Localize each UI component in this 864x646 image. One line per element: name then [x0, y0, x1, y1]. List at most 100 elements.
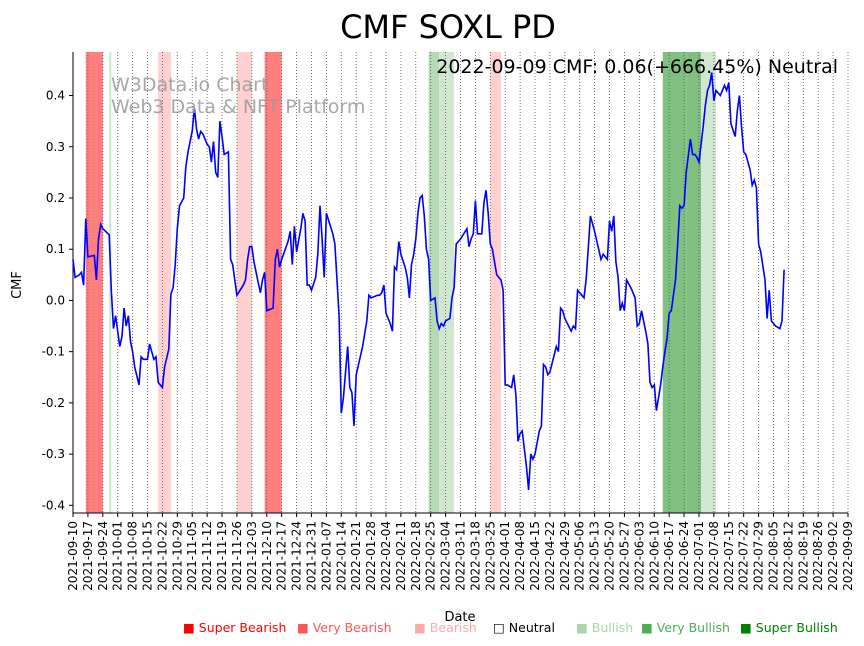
y-ticks: -0.4 -0.3 -0.2 -0.1 0.0 0.1 0.2 0.3 0.4	[42, 89, 73, 512]
y-tick-label-5: 0.1	[46, 242, 65, 256]
legend-item-very-bearish: ■ Very Bearish	[297, 620, 392, 635]
cmf-series-line	[72, 72, 785, 490]
legend-label: Very Bearish	[312, 620, 392, 635]
x-gridlines	[72, 52, 849, 513]
watermark-line-1: W3Data.io Chart	[111, 74, 268, 96]
x-tick-label-50: 2022-08-26	[811, 521, 825, 591]
x-tick-label-18: 2022-01-14	[334, 521, 348, 591]
legend-marker: ■	[414, 620, 430, 635]
x-tick-label-45: 2022-07-22	[737, 521, 751, 591]
legend-marker: ■	[297, 620, 313, 635]
legend-marker: ■	[641, 620, 657, 635]
y-tick-label-1: -0.3	[42, 447, 65, 461]
legend-item-neutral: □ Neutral	[493, 620, 555, 635]
x-tick-label-21: 2022-02-04	[379, 521, 393, 591]
x-tick-label-14: 2021-12-17	[275, 521, 289, 591]
watermark-line-2: Web3 Data & NFT Platform	[111, 96, 365, 118]
x-tick-label-34: 2022-05-06	[573, 521, 587, 591]
legend-item-super-bearish: ■ Super Bearish	[183, 620, 286, 635]
signal-bands	[85, 52, 716, 513]
x-tick-label-52: 2022-09-09	[841, 521, 855, 591]
x-tick-label-48: 2022-08-12	[781, 521, 795, 591]
x-tick-label-35: 2022-05-13	[588, 521, 602, 591]
legend-label: Neutral	[508, 620, 555, 635]
x-tick-label-46: 2022-07-29	[752, 521, 766, 591]
y-tick-label-0: -0.4	[42, 498, 65, 512]
x-tick-label-37: 2022-05-27	[617, 521, 631, 591]
x-tick-label-26: 2022-03-11	[454, 521, 468, 591]
x-ticks: 2021-09-10 2021-09-17 2021-09-24 2021-10-01…	[66, 513, 855, 591]
band-very-bullish-mid-10	[686, 52, 702, 513]
x-tick-label-11: 2021-11-26	[230, 521, 244, 591]
x-tick-label-36: 2022-05-20	[603, 521, 617, 591]
x-tick-label-27: 2022-03-18	[468, 521, 482, 591]
band-very-bearish-0	[85, 52, 103, 513]
x-tick-label-10: 2021-11-19	[215, 521, 229, 591]
legend-label: Bullish	[591, 620, 634, 635]
x-tick-label-43: 2022-07-08	[707, 521, 721, 591]
band-bullish-7	[439, 52, 455, 513]
x-tick-label-38: 2022-06-03	[632, 521, 646, 591]
legend-item-bullish: ■ Bullish	[576, 620, 633, 635]
y-tick-label-4: 0.0	[46, 293, 65, 307]
x-tick-label-28: 2022-03-25	[483, 521, 497, 591]
x-tick-label-1: 2021-09-17	[81, 521, 95, 591]
x-tick-label-49: 2022-08-19	[796, 521, 810, 591]
x-tick-label-17: 2022-01-07	[319, 521, 333, 591]
x-tick-label-3: 2021-10-01	[111, 521, 125, 591]
x-tick-label-6: 2021-10-22	[155, 521, 169, 591]
legend-label: Very Bullish	[656, 620, 730, 635]
x-tick-label-51: 2022-09-02	[826, 521, 840, 591]
legend-item-super-bullish: ■ Super Bullish	[740, 620, 838, 635]
legend-label: Bearish	[429, 620, 477, 635]
band-bearish-3	[162, 52, 171, 513]
legend-label: Super Bullish	[755, 620, 838, 635]
x-tick-label-13: 2021-12-10	[260, 521, 274, 591]
x-tick-label-23: 2022-02-18	[409, 521, 423, 591]
x-tick-label-32: 2022-04-22	[543, 521, 557, 591]
x-tick-label-20: 2022-01-28	[364, 521, 378, 591]
legend-marker: ■	[576, 620, 592, 635]
x-tick-label-9: 2021-11-12	[200, 521, 214, 591]
legend-marker: ■	[740, 620, 756, 635]
latest-value-annotation: 2022-09-09 CMF: 0.06(+666.45%) Neutral	[436, 56, 838, 78]
legend-item-very-bullish: ■ Very Bullish	[641, 620, 730, 635]
x-tick-label-16: 2021-12-31	[304, 521, 318, 591]
legend-marker: ■	[183, 620, 199, 635]
x-tick-label-42: 2022-07-01	[692, 521, 706, 591]
band-bearish-8	[490, 52, 501, 513]
x-tick-label-7: 2021-10-29	[170, 521, 184, 591]
x-tick-label-5: 2021-10-15	[141, 521, 155, 591]
legend-item-bearish: ■ Bearish	[414, 620, 477, 635]
band-very-bullish-light-6	[428, 52, 440, 513]
x-tick-label-31: 2022-04-15	[528, 521, 542, 591]
x-tick-label-40: 2022-06-17	[662, 521, 676, 591]
x-tick-label-41: 2022-06-24	[677, 521, 691, 591]
x-tick-label-30: 2022-04-08	[513, 521, 527, 591]
y-tick-label-2: -0.2	[42, 396, 65, 410]
band-very-bearish-5	[264, 52, 282, 513]
x-tick-label-33: 2022-04-29	[558, 521, 572, 591]
x-tick-label-24: 2022-02-25	[424, 521, 438, 591]
band-bullish-11	[701, 52, 716, 513]
x-tick-label-0: 2021-09-10	[66, 521, 80, 591]
y-tick-label-3: -0.1	[42, 345, 65, 359]
y-tick-label-6: 0.2	[46, 191, 65, 205]
x-tick-label-47: 2022-08-05	[766, 521, 780, 591]
x-tick-label-12: 2021-12-03	[245, 521, 259, 591]
x-tick-label-39: 2022-06-10	[647, 521, 661, 591]
y-tick-label-7: 0.3	[46, 140, 65, 154]
legend-marker: □	[493, 620, 509, 635]
legend: ■ Super Bearish ■ Very Bearish ■ Bearish □ …	[0, 620, 864, 640]
y-axis-label: CMF	[10, 271, 25, 299]
x-tick-label-8: 2021-11-05	[185, 521, 199, 591]
legend-label: Super Bearish	[198, 620, 287, 635]
x-tick-label-22: 2022-02-11	[394, 521, 408, 591]
x-tick-label-15: 2021-12-24	[290, 521, 304, 591]
x-tick-label-2: 2021-09-24	[96, 521, 110, 591]
x-tick-label-29: 2022-04-01	[498, 521, 512, 591]
x-tick-label-44: 2022-07-15	[722, 521, 736, 591]
y-tick-label-8: 0.4	[46, 89, 65, 103]
x-tick-label-25: 2022-03-04	[439, 521, 453, 591]
